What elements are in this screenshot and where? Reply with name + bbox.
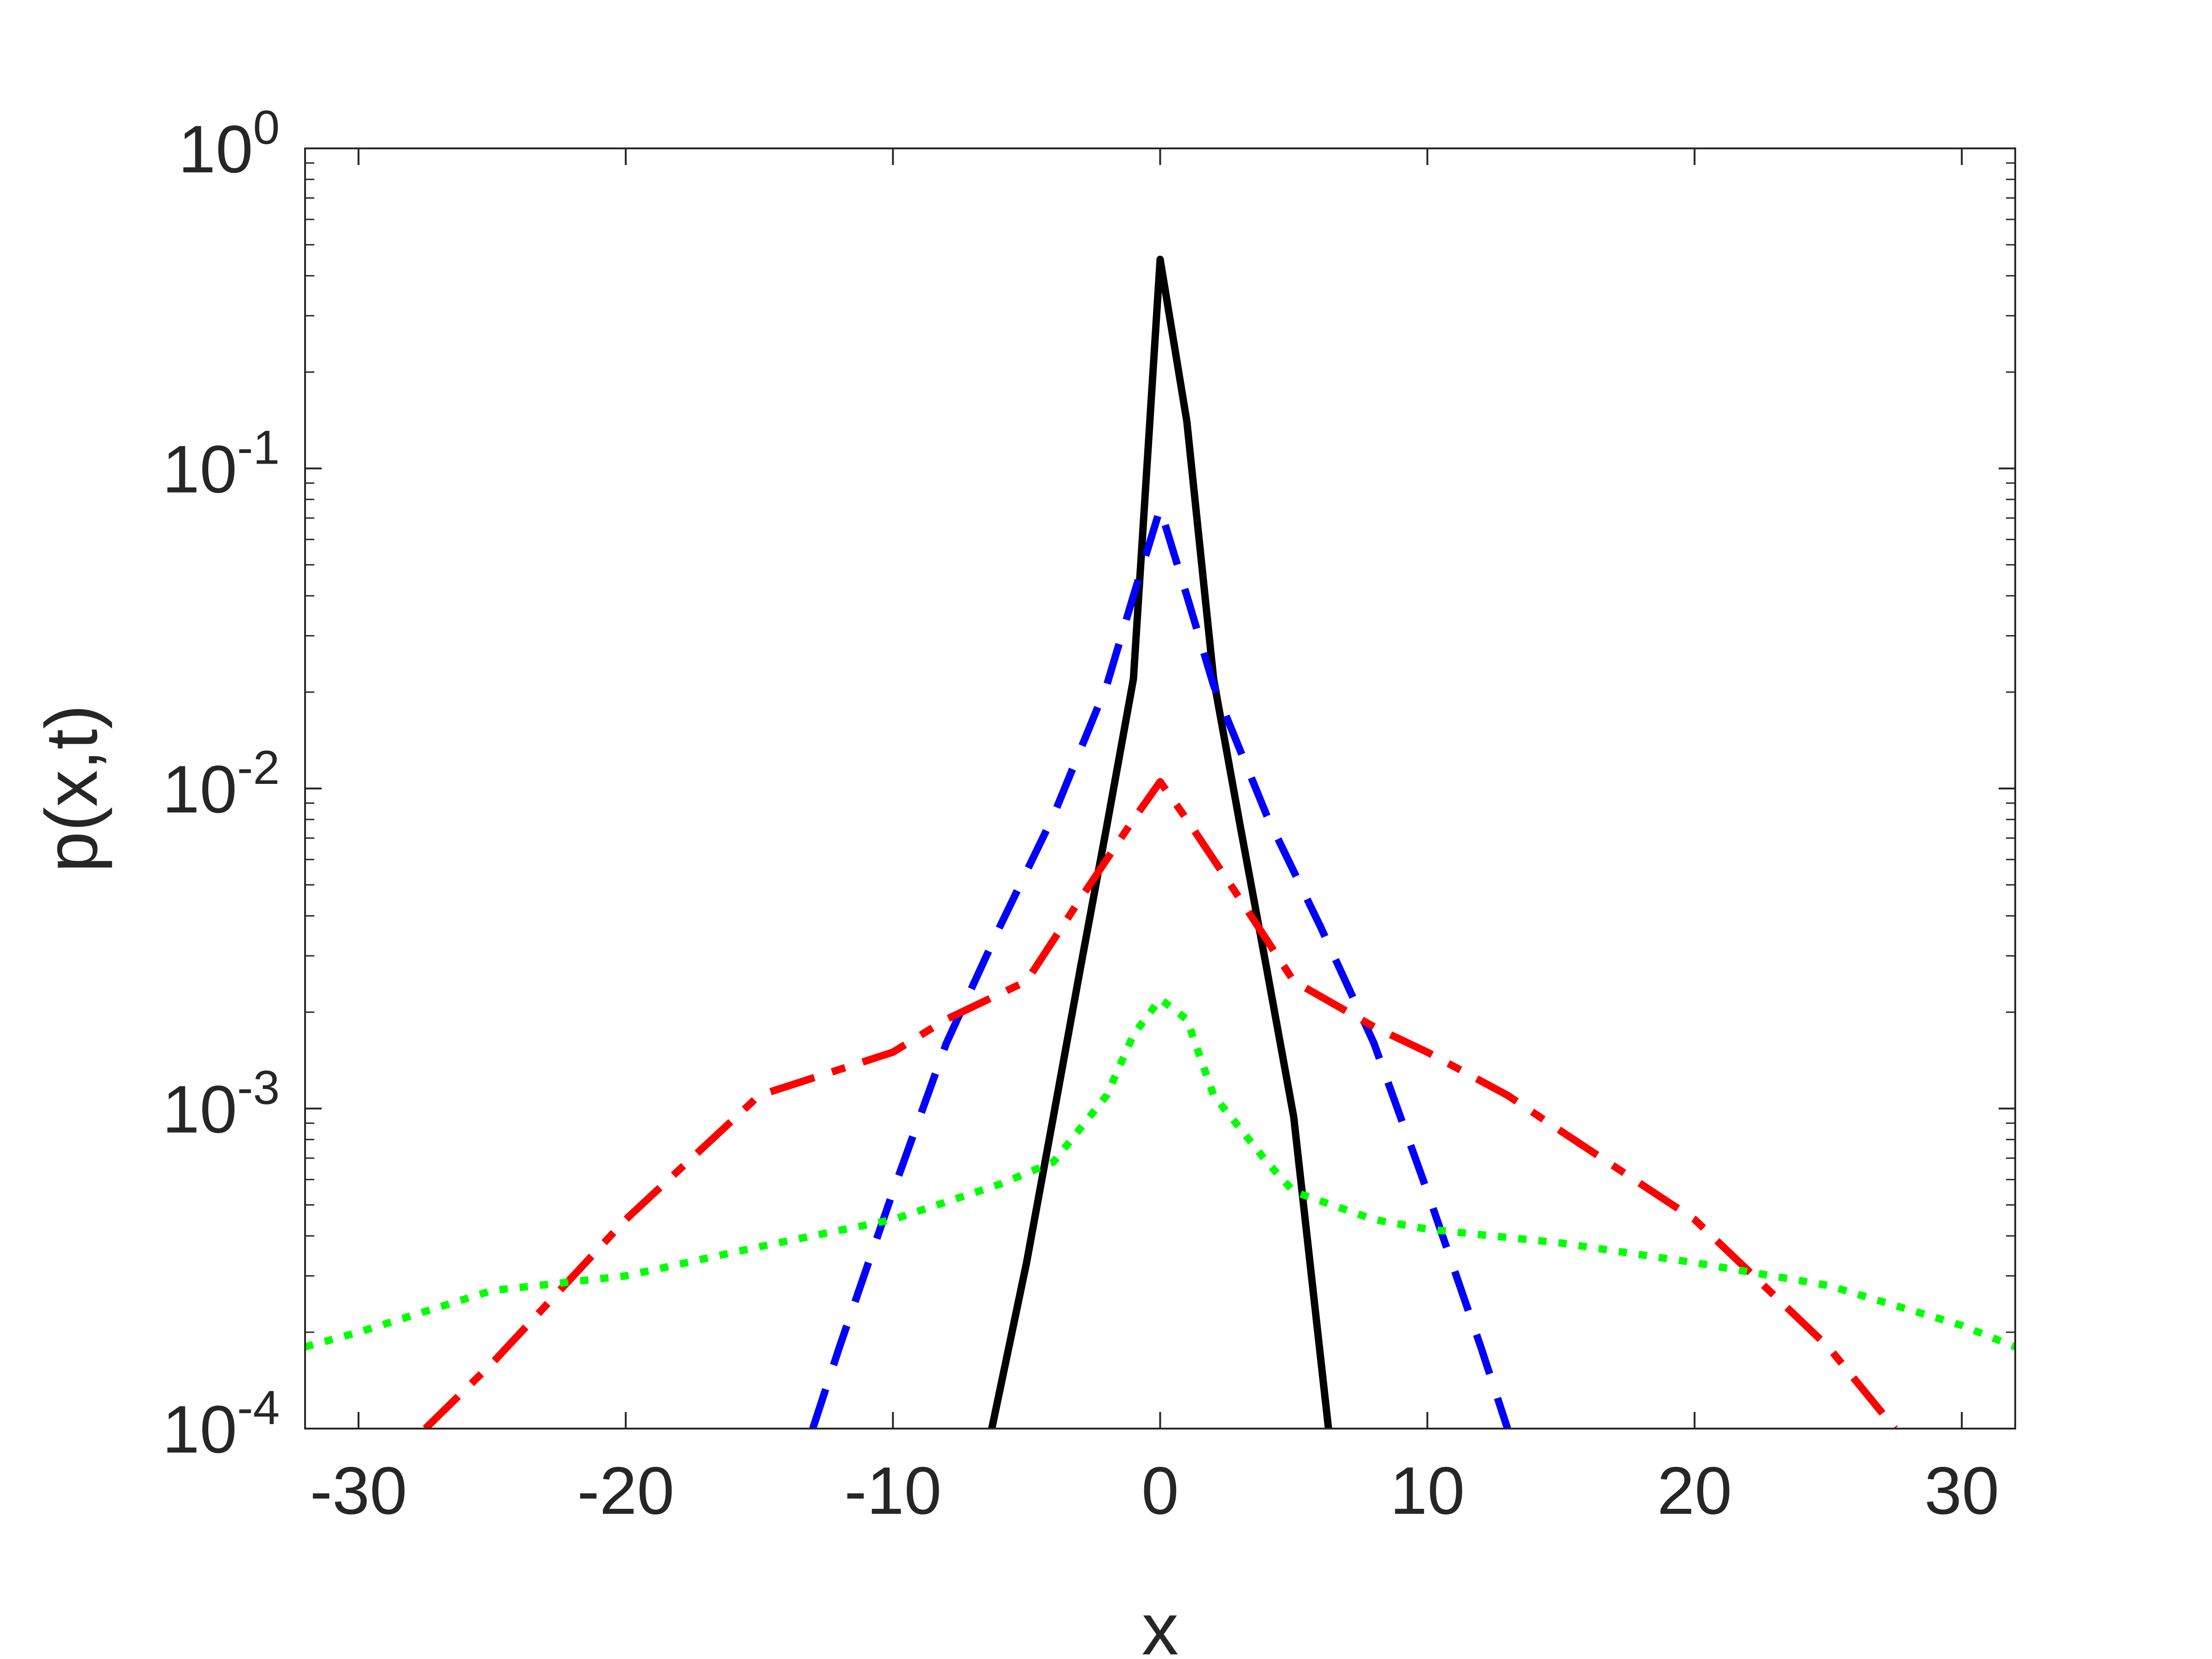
y-tick-label: 10-4 xyxy=(162,1381,280,1467)
plot-series xyxy=(305,255,2015,1429)
series-line-1 xyxy=(988,255,1332,1429)
y-tick-label-exponent: 0 xyxy=(253,101,280,154)
series-line-2 xyxy=(809,505,1511,1429)
y-tick-label-base: 10 xyxy=(162,752,237,827)
y-tick-label-base: 10 xyxy=(162,1392,237,1467)
x-tick-label: 30 xyxy=(1924,1453,1999,1528)
x-tick-label: 20 xyxy=(1657,1453,1732,1528)
x-tick-label: 0 xyxy=(1141,1453,1179,1528)
x-tick-label: -30 xyxy=(310,1453,407,1528)
y-axis-title: p(x,t) xyxy=(30,705,112,872)
y-tick-label-exponent: -2 xyxy=(237,741,280,794)
y-tick-label-base: 10 xyxy=(178,112,253,187)
x-tick-label: 10 xyxy=(1390,1453,1465,1528)
y-tick-label: 10-3 xyxy=(162,1061,280,1147)
y-tick-label-exponent: -4 xyxy=(237,1381,280,1435)
x-axis-title: x xyxy=(1142,1588,1179,1659)
y-tick-label-exponent: -3 xyxy=(237,1061,280,1115)
x-tick-label: -10 xyxy=(844,1453,941,1528)
y-tick-label-base: 10 xyxy=(162,432,237,507)
tick-marks xyxy=(305,147,2015,1430)
y-tick-label: 100 xyxy=(178,101,280,187)
y-tick-label-base: 10 xyxy=(162,1072,237,1147)
y-tick-label-exponent: -1 xyxy=(237,421,280,475)
x-tick-label: -20 xyxy=(577,1453,674,1528)
series-line-3 xyxy=(423,778,1898,1429)
y-tick-label: 10-1 xyxy=(162,421,280,507)
y-tick-label: 10-2 xyxy=(162,741,280,827)
